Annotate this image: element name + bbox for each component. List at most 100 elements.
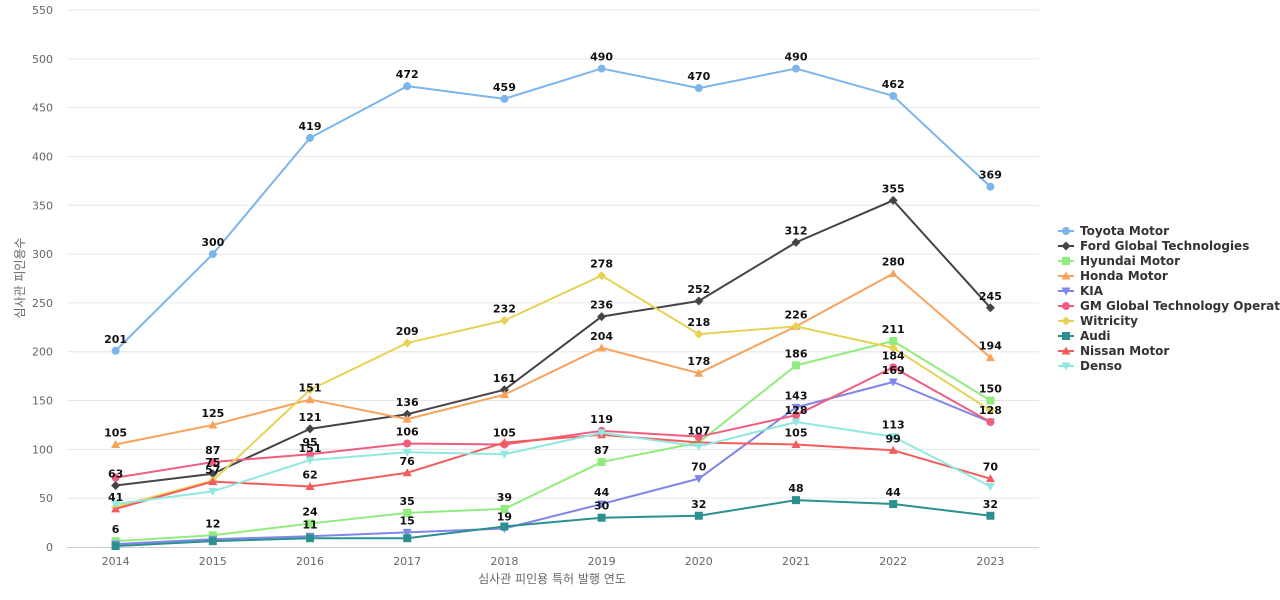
y-tick-label: 50 <box>39 492 53 505</box>
data-point <box>305 385 315 395</box>
data-label: 113 <box>882 419 905 432</box>
data-point <box>694 511 703 520</box>
legend-item[interactable]: Ford Global Technologies <box>1058 238 1280 253</box>
data-label: 161 <box>493 372 516 385</box>
data-label: 105 <box>493 426 516 439</box>
x-axis-title: 심사관 피인용 특허 발행 연도 <box>478 571 626 586</box>
data-label: 209 <box>396 325 419 338</box>
series-7 <box>111 496 995 551</box>
data-point <box>889 363 898 372</box>
data-label: 470 <box>687 70 710 83</box>
data-point <box>111 473 120 482</box>
legend-item[interactable]: Honda Motor <box>1058 268 1280 283</box>
y-tick-label: 400 <box>32 150 53 163</box>
data-point <box>208 477 218 486</box>
data-point <box>694 442 704 451</box>
data-point <box>208 487 218 496</box>
legend-swatch <box>1058 256 1074 265</box>
data-point <box>305 481 315 490</box>
data-label: 151 <box>299 382 322 395</box>
data-label: 30 <box>594 500 610 513</box>
data-point <box>694 475 704 484</box>
y-tick-label: 500 <box>32 53 53 66</box>
y-axis-title: 심사관 피인용수 <box>13 237 27 318</box>
legend-item[interactable]: Hyundai Motor <box>1058 253 1280 268</box>
data-label: 75 <box>205 456 220 469</box>
data-label: 136 <box>396 396 419 409</box>
data-point <box>888 269 898 278</box>
legend-item[interactable]: GM Global Technology Operat... <box>1058 298 1280 313</box>
legend-item[interactable]: Witricity <box>1058 313 1280 328</box>
data-point <box>500 522 509 531</box>
legend-item[interactable]: KIA <box>1058 283 1280 298</box>
data-label: 39 <box>497 491 512 504</box>
data-point <box>499 390 509 399</box>
legend-label: GM Global Technology Operat... <box>1080 298 1280 313</box>
legend-swatch-marker <box>1061 287 1071 295</box>
data-point <box>888 445 898 454</box>
data-label: 15 <box>400 514 415 527</box>
data-point <box>208 469 218 479</box>
data-point <box>111 542 120 551</box>
y-tick-label: 0 <box>46 541 53 554</box>
x-tick-label: 2023 <box>976 555 1004 568</box>
data-point <box>208 537 217 546</box>
x-tick-label: 2021 <box>782 555 810 568</box>
data-label: 150 <box>979 383 1002 396</box>
data-point <box>597 64 606 73</box>
legend-swatch <box>1058 362 1074 370</box>
legend-swatch <box>1058 301 1074 310</box>
legend-swatch <box>1058 346 1074 354</box>
series-line <box>115 199 992 487</box>
data-point <box>402 338 412 348</box>
legend-label: Nissan Motor <box>1080 343 1170 358</box>
data-label: 76 <box>400 455 416 468</box>
data-point <box>208 250 217 259</box>
data-point <box>499 385 509 395</box>
data-point <box>402 409 412 419</box>
data-label: 57 <box>205 464 220 477</box>
data-label: 99 <box>886 432 901 445</box>
data-point <box>403 82 412 91</box>
x-tick-label: 2017 <box>393 555 421 568</box>
y-tick-label: 250 <box>32 297 53 310</box>
data-point <box>208 458 217 467</box>
data-point <box>791 439 801 448</box>
y-tick-label: 550 <box>32 4 53 17</box>
data-label: 218 <box>687 316 710 329</box>
legend-item[interactable]: Audi <box>1058 328 1280 343</box>
data-point <box>402 448 412 457</box>
data-point <box>402 468 412 477</box>
y-tick-label: 200 <box>32 346 53 359</box>
series-0 <box>111 64 995 355</box>
data-label: 252 <box>687 283 710 296</box>
x-tick-label: 2019 <box>588 555 616 568</box>
data-label: 119 <box>590 413 613 426</box>
data-label: 462 <box>882 78 905 91</box>
data-label: 184 <box>882 349 905 362</box>
data-label: 245 <box>979 290 1002 303</box>
data-point <box>985 353 995 362</box>
data-label: 201 <box>104 333 127 346</box>
legend-item[interactable]: Toyota Motor <box>1058 223 1280 238</box>
data-label: 355 <box>882 182 905 195</box>
data-point <box>888 433 898 442</box>
data-label: 204 <box>590 330 613 343</box>
data-point <box>208 531 217 540</box>
data-point <box>111 480 121 490</box>
data-point <box>791 321 801 331</box>
data-point <box>111 346 120 355</box>
series-3 <box>111 269 995 448</box>
legend-item[interactable]: Nissan Motor <box>1058 343 1280 358</box>
data-label: 107 <box>687 425 710 438</box>
series-line <box>115 366 991 479</box>
legend-item[interactable]: Denso <box>1058 358 1280 373</box>
data-label: 70 <box>691 461 707 474</box>
x-tick-label: 2016 <box>296 555 324 568</box>
chart-legend: Toyota Motor Ford Global Technologies Hyun… <box>1058 223 1280 373</box>
data-point <box>499 450 509 459</box>
data-point <box>694 329 704 339</box>
legend-swatch <box>1058 226 1074 235</box>
legend-label: Witricity <box>1080 313 1138 328</box>
legend-swatch-marker <box>1061 316 1071 325</box>
